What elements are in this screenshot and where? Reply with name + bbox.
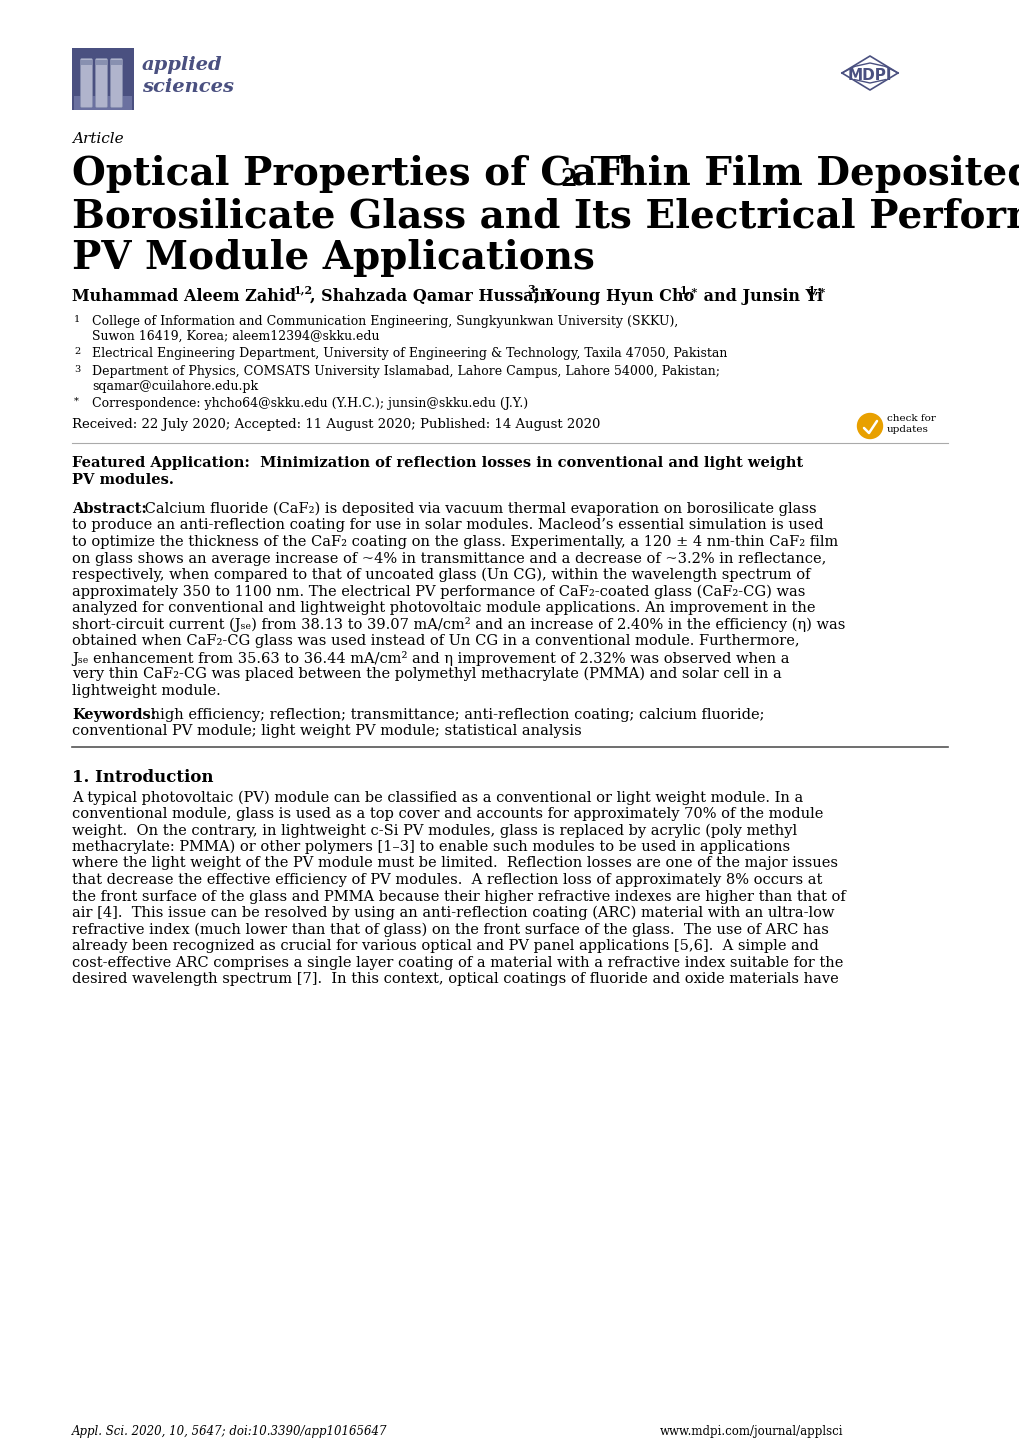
Text: Borosilicate Glass and Its Electrical Performance in: Borosilicate Glass and Its Electrical Pe… [72,198,1019,235]
Text: 1,∗: 1,∗ [807,284,826,296]
Text: PV Module Applications: PV Module Applications [72,239,594,277]
Text: 1: 1 [74,314,81,324]
Text: Received: 22 July 2020; Accepted: 11 August 2020; Published: 14 August 2020: Received: 22 July 2020; Accepted: 11 Aug… [72,418,600,431]
FancyBboxPatch shape [96,61,107,65]
Text: 2: 2 [559,167,576,190]
Text: lightweight module.: lightweight module. [72,684,220,698]
Text: 3: 3 [527,284,534,296]
Text: 1,∗: 1,∗ [680,284,698,296]
Text: short-circuit current (Jₛₑ) from 38.13 to 39.07 mA/cm² and an increase of 2.40% : short-circuit current (Jₛₑ) from 38.13 t… [72,617,845,633]
Text: conventional module, glass is used as a top cover and accounts for approximately: conventional module, glass is used as a … [72,808,822,820]
Text: Calcium fluoride (CaF₂) is deposited via vacuum thermal evaporation on borosilic: Calcium fluoride (CaF₂) is deposited via… [140,502,816,516]
Text: www.mdpi.com/journal/applsci: www.mdpi.com/journal/applsci [659,1425,843,1438]
Text: conventional PV module; light weight PV module; statistical analysis: conventional PV module; light weight PV … [72,724,581,738]
Text: 1,2: 1,2 [293,284,313,296]
Text: very thin CaF₂-CG was placed between the polymethyl methacrylate (PMMA) and sola: very thin CaF₂-CG was placed between the… [72,668,781,682]
Text: Jₛₑ enhancement from 35.63 to 36.44 mA/cm² and η improvement of 2.32% was observ: Jₛₑ enhancement from 35.63 to 36.44 mA/c… [72,650,789,666]
Text: high efficiency; reflection; transmittance; anti-reflection coating; calcium flu: high efficiency; reflection; transmittan… [146,708,764,722]
FancyBboxPatch shape [111,61,122,65]
Text: , Shahzada Qamar Hussain: , Shahzada Qamar Hussain [310,288,556,306]
Text: to optimize the thickness of the CaF₂ coating on the glass. Experimentally, a 12: to optimize the thickness of the CaF₂ co… [72,535,838,549]
Text: on glass shows an average increase of ~4% in transmittance and a decrease of ~3.: on glass shows an average increase of ~4… [72,551,825,565]
Text: Article: Article [72,133,123,146]
FancyBboxPatch shape [81,59,93,108]
Text: analyzed for conventional and lightweight photovoltaic module applications. An i: analyzed for conventional and lightweigh… [72,601,815,614]
Text: desired wavelength spectrum [7].  In this context, optical coatings of fluoride : desired wavelength spectrum [7]. In this… [72,972,838,986]
Text: methacrylate: PMMA) or other polymers [1–3] to enable such modules to be used in: methacrylate: PMMA) or other polymers [1… [72,841,790,855]
Text: air [4].  This issue can be resolved by using an anti-reflection coating (ARC) m: air [4]. This issue can be resolved by u… [72,906,834,920]
Text: weight.  On the contrary, in lightweight c-Si PV modules, glass is replaced by a: weight. On the contrary, in lightweight … [72,823,796,838]
Text: respectively, when compared to that of uncoated glass (Un CG), within the wavele: respectively, when compared to that of u… [72,568,810,583]
Text: 3: 3 [74,365,81,373]
Text: Department of Physics, COMSATS University Islamabad, Lahore Campus, Lahore 54000: Department of Physics, COMSATS Universit… [92,365,719,378]
Text: cost-effective ARC comprises a single layer coating of a material with a refract: cost-effective ARC comprises a single la… [72,956,843,969]
Text: Abstract:: Abstract: [72,502,147,516]
FancyBboxPatch shape [110,59,122,108]
Text: Thin Film Deposited on: Thin Film Deposited on [577,154,1019,193]
Text: refractive index (much lower than that of glass) on the front surface of the gla: refractive index (much lower than that o… [72,923,828,937]
Text: A typical photovoltaic (PV) module can be classified as a conventional or light : A typical photovoltaic (PV) module can b… [72,790,803,805]
Text: Correspondence: yhcho64@skku.edu (Y.H.C.); junsin@skku.edu (J.Y.): Correspondence: yhcho64@skku.edu (Y.H.C.… [92,397,528,410]
Text: updates: updates [887,425,928,434]
Text: check for: check for [887,414,935,423]
FancyBboxPatch shape [72,48,133,110]
Text: PV modules.: PV modules. [72,473,173,487]
Text: sciences: sciences [142,78,233,97]
Text: Electrical Engineering Department, University of Engineering & Technology, Taxil: Electrical Engineering Department, Unive… [92,348,727,360]
Circle shape [857,414,881,438]
Text: the front surface of the glass and PMMA because their higher refractive indexes : the front surface of the glass and PMMA … [72,890,845,904]
Text: sqamar@cuilahore.edu.pk: sqamar@cuilahore.edu.pk [92,381,258,394]
FancyBboxPatch shape [74,97,131,110]
Text: already been recognized as crucial for various optical and PV panel applications: already been recognized as crucial for v… [72,939,818,953]
Text: where the light weight of the PV module must be limited.  Reflection losses are : where the light weight of the PV module … [72,857,838,871]
Text: to produce an anti-reflection coating for use in solar modules. Macleod’s essent: to produce an anti-reflection coating fo… [72,519,822,532]
Text: College of Information and Communication Engineering, Sungkyunkwan University (S: College of Information and Communication… [92,314,678,327]
FancyBboxPatch shape [81,61,92,65]
Text: Featured Application:  Minimization of reflection losses in conventional and lig: Featured Application: Minimization of re… [72,456,802,470]
Text: Muhammad Aleem Zahid: Muhammad Aleem Zahid [72,288,302,306]
Text: , Young Hyun Cho: , Young Hyun Cho [534,288,699,306]
Text: and Junsin Yi: and Junsin Yi [697,288,827,306]
Text: 1. Introduction: 1. Introduction [72,769,213,786]
Text: obtained when CaF₂-CG glass was used instead of Un CG in a conventional module. : obtained when CaF₂-CG glass was used ins… [72,634,799,647]
Text: applied: applied [142,56,222,74]
Text: Appl. Sci. 2020, 10, 5647; doi:10.3390/app10165647: Appl. Sci. 2020, 10, 5647; doi:10.3390/a… [72,1425,387,1438]
Text: MDPI: MDPI [847,68,892,84]
Text: that decrease the effective efficiency of PV modules.  A reflection loss of appr: that decrease the effective efficiency o… [72,872,821,887]
Text: Optical Properties of CaF: Optical Properties of CaF [72,154,624,193]
Text: Keywords:: Keywords: [72,708,156,722]
Text: approximately 350 to 1100 nm. The electrical PV performance of CaF₂-coated glass: approximately 350 to 1100 nm. The electr… [72,584,805,598]
Text: Suwon 16419, Korea; aleem12394@skku.edu: Suwon 16419, Korea; aleem12394@skku.edu [92,330,379,343]
Text: *: * [74,397,78,407]
FancyBboxPatch shape [96,59,107,108]
Text: 2: 2 [74,348,81,356]
